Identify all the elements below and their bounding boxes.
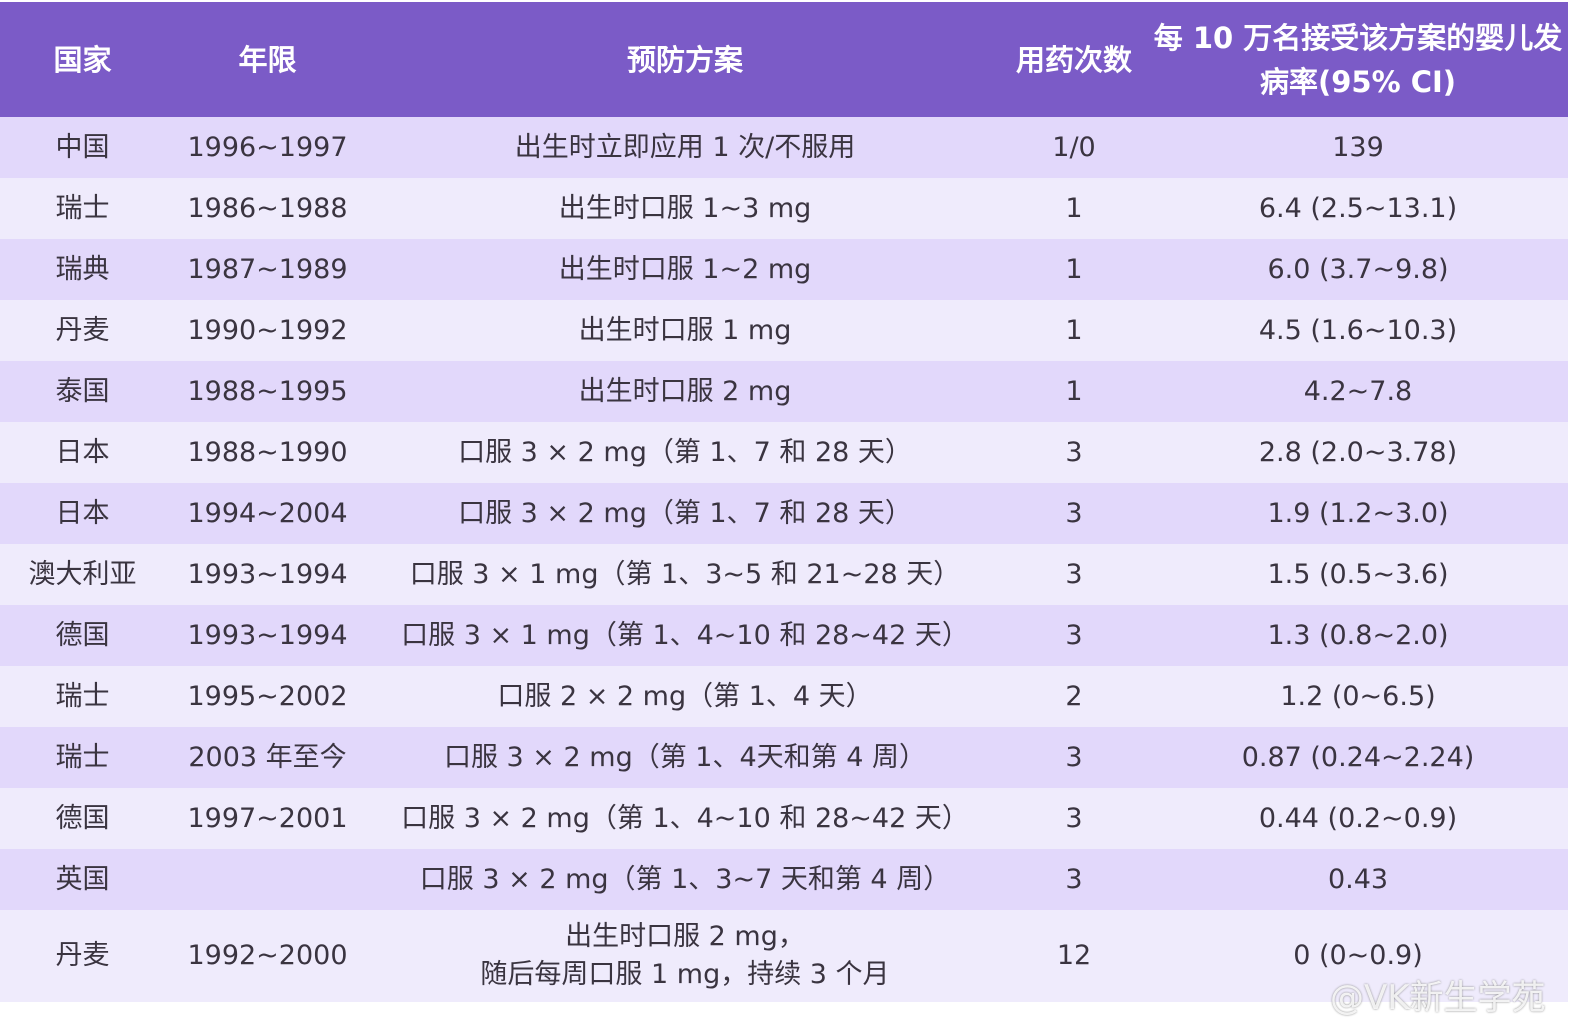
cell-incidence: 4.5 (1.6~10.3) xyxy=(1148,300,1568,361)
cell-period: 1993~1994 xyxy=(165,544,370,605)
column-header: 预防方案 xyxy=(370,2,1000,117)
column-header: 国家 xyxy=(0,2,165,117)
column-header: 每 10 万名接受该方案的婴儿发病率(95% CI) xyxy=(1148,2,1568,117)
vitamin-k-prophylaxis-table: 国家 年限 预防方案 用药次数每 10 万名接受该方案的婴儿发病率(95% CI) 中… xyxy=(0,2,1568,1002)
cell-incidence: 0.44 (0.2~0.9) xyxy=(1148,788,1568,849)
cell-regimen: 出生时口服 1~2 mg xyxy=(370,239,1000,300)
cell-regimen: 口服 3 × 2 mg（第 1、7 和 28 天） xyxy=(370,422,1000,483)
cell-regimen: 口服 3 × 2 mg（第 1、4天和第 4 周） xyxy=(370,727,1000,788)
header-row: 国家 年限 预防方案 用药次数每 10 万名接受该方案的婴儿发病率(95% CI) xyxy=(0,2,1568,117)
table-row: 德国 1997~2001 口服 3 × 2 mg（第 1、4~10 和 28~42 … xyxy=(0,788,1568,849)
table-row: 瑞典 1987~1989 出生时口服 1~2 mg 1 6.0 (3.7~9.8) xyxy=(0,239,1568,300)
cell-country: 泰国 xyxy=(0,361,165,422)
table-row: 丹麦 1990~1992 出生时口服 1 mg 1 4.5 (1.6~10.3) xyxy=(0,300,1568,361)
cell-period: 1990~1992 xyxy=(165,300,370,361)
cell-regimen: 口服 3 × 1 mg（第 1、3~5 和 21~28 天） xyxy=(370,544,1000,605)
watermark: @VK新生学苑 xyxy=(1330,978,1546,1018)
cell-regimen: 出生时口服 2 mg xyxy=(370,361,1000,422)
cell-regimen: 口服 2 × 2 mg（第 1、4 天） xyxy=(370,666,1000,727)
cell-country: 日本 xyxy=(0,422,165,483)
column-header: 年限 xyxy=(165,2,370,117)
cell-doses: 1 xyxy=(1000,361,1148,422)
cell-country: 瑞士 xyxy=(0,178,165,239)
cell-regimen: 出生时口服 1~3 mg xyxy=(370,178,1000,239)
cell-incidence: 0 (0~0.9) xyxy=(1148,910,1568,1002)
cell-incidence: 139 xyxy=(1148,117,1568,178)
cell-doses: 1 xyxy=(1000,178,1148,239)
cell-doses: 2 xyxy=(1000,666,1148,727)
cell-doses: 3 xyxy=(1000,727,1148,788)
table-row: 澳大利亚 1993~1994 口服 3 × 1 mg（第 1、3~5 和 21~28… xyxy=(0,544,1568,605)
cell-period: 1992~2000 xyxy=(165,910,370,1002)
cell-period: 1988~1990 xyxy=(165,422,370,483)
cell-period: 1986~1988 xyxy=(165,178,370,239)
cell-regimen: 出生时口服 1 mg xyxy=(370,300,1000,361)
cell-country: 德国 xyxy=(0,788,165,849)
cell-doses: 3 xyxy=(1000,605,1148,666)
cell-incidence: 4.2~7.8 xyxy=(1148,361,1568,422)
cell-period: 1994~2004 xyxy=(165,483,370,544)
cell-country: 瑞士 xyxy=(0,666,165,727)
cell-incidence: 1.5 (0.5~3.6) xyxy=(1148,544,1568,605)
cell-incidence: 1.2 (0~6.5) xyxy=(1148,666,1568,727)
cell-period: 1987~1989 xyxy=(165,239,370,300)
cell-country: 德国 xyxy=(0,605,165,666)
table-row: 日本 1994~2004 口服 3 × 2 mg（第 1、7 和 28 天） 3 1.9… xyxy=(0,483,1568,544)
cell-doses: 1/0 xyxy=(1000,117,1148,178)
cell-country: 瑞士 xyxy=(0,727,165,788)
cell-doses: 12 xyxy=(1000,910,1148,1002)
cell-country: 日本 xyxy=(0,483,165,544)
cell-doses: 3 xyxy=(1000,422,1148,483)
table-row: 瑞士 1995~2002 口服 2 × 2 mg（第 1、4 天） 2 1.2 (0~6… xyxy=(0,666,1568,727)
cell-doses: 1 xyxy=(1000,300,1148,361)
cell-regimen: 出生时口服 2 mg， 随后每周口服 1 mg，持续 3 个月 xyxy=(370,910,1000,1002)
cell-regimen: 口服 3 × 2 mg（第 1、3~7 天和第 4 周） xyxy=(370,849,1000,910)
cell-regimen: 口服 3 × 2 mg（第 1、7 和 28 天） xyxy=(370,483,1000,544)
table-row: 瑞士 2003 年至今 口服 3 × 2 mg（第 1、4天和第 4 周） 3 0.87… xyxy=(0,727,1568,788)
cell-country: 英国 xyxy=(0,849,165,910)
table-row: 瑞士 1986~1988 出生时口服 1~3 mg 1 6.4 (2.5~13.1) xyxy=(0,178,1568,239)
cell-country: 中国 xyxy=(0,117,165,178)
table-row: 德国 1993~1994 口服 3 × 1 mg（第 1、4~10 和 28~42 … xyxy=(0,605,1568,666)
cell-regimen: 口服 3 × 2 mg（第 1、4~10 和 28~42 天） xyxy=(370,788,1000,849)
cell-period: 2003 年至今 xyxy=(165,727,370,788)
cell-doses: 3 xyxy=(1000,544,1148,605)
cell-incidence: 1.3 (0.8~2.0) xyxy=(1148,605,1568,666)
cell-doses: 1 xyxy=(1000,239,1148,300)
cell-period: 1988~1995 xyxy=(165,361,370,422)
cell-incidence: 1.9 (1.2~3.0) xyxy=(1148,483,1568,544)
table-row: 中国 1996~1997 出生时立即应用 1 次/不服用 1/0 139 xyxy=(0,117,1568,178)
cell-regimen: 口服 3 × 1 mg（第 1、4~10 和 28~42 天） xyxy=(370,605,1000,666)
table-row: 丹麦 1992~2000 出生时口服 2 mg， 随后每周口服 1 mg，持续 3 … xyxy=(0,910,1568,1002)
cell-incidence: 0.43 xyxy=(1148,849,1568,910)
column-header: 用药次数 xyxy=(1000,2,1148,117)
cell-period xyxy=(165,849,370,910)
cell-incidence: 2.8 (2.0~3.78) xyxy=(1148,422,1568,483)
table-row: 日本 1988~1990 口服 3 × 2 mg（第 1、7 和 28 天） 3 2.8… xyxy=(0,422,1568,483)
cell-regimen: 出生时立即应用 1 次/不服用 xyxy=(370,117,1000,178)
cell-country: 丹麦 xyxy=(0,910,165,1002)
cell-period: 1993~1994 xyxy=(165,605,370,666)
cell-period: 1995~2002 xyxy=(165,666,370,727)
cell-doses: 3 xyxy=(1000,788,1148,849)
cell-country: 丹麦 xyxy=(0,300,165,361)
cell-country: 瑞典 xyxy=(0,239,165,300)
cell-period: 1997~2001 xyxy=(165,788,370,849)
cell-doses: 3 xyxy=(1000,483,1148,544)
table-row: 英国 口服 3 × 2 mg（第 1、3~7 天和第 4 周） 3 0.43 xyxy=(0,849,1568,910)
cell-incidence: 0.87 (0.24~2.24) xyxy=(1148,727,1568,788)
cell-incidence: 6.4 (2.5~13.1) xyxy=(1148,178,1568,239)
cell-incidence: 6.0 (3.7~9.8) xyxy=(1148,239,1568,300)
cell-country: 澳大利亚 xyxy=(0,544,165,605)
cell-period: 1996~1997 xyxy=(165,117,370,178)
cell-doses: 3 xyxy=(1000,849,1148,910)
table-row: 泰国 1988~1995 出生时口服 2 mg 1 4.2~7.8 xyxy=(0,361,1568,422)
